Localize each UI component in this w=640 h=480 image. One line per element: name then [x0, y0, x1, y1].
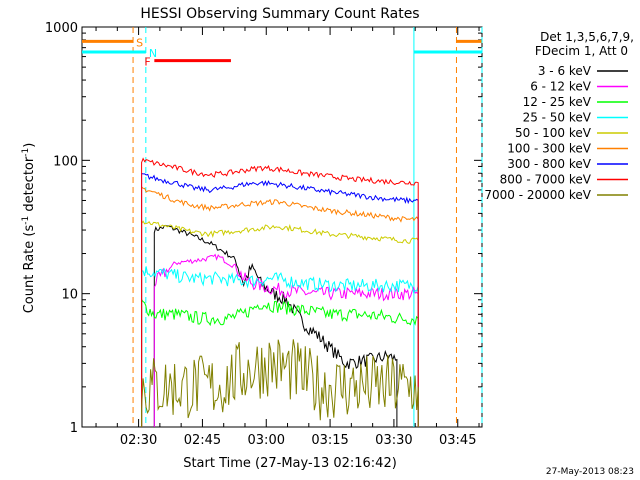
- series-line: [141, 297, 419, 427]
- y-tick-label: 1: [70, 421, 78, 436]
- series-line: [141, 185, 419, 427]
- legend-label: 7000 - 20000 keV: [484, 188, 591, 202]
- series-line: [153, 253, 419, 427]
- legend-label: 800 - 7000 keV: [500, 173, 592, 187]
- x-tick-label: 02:45: [184, 433, 221, 448]
- chart-title: HESSI Observing Summary Count Rates: [140, 6, 419, 22]
- series-line: [141, 172, 419, 427]
- legend-label: 100 - 300 keV: [507, 142, 591, 156]
- x-tick-label: 03:30: [375, 433, 412, 448]
- legend-label: 3 - 6 keV: [538, 64, 592, 78]
- x-axis-label: Start Time (27-May-13 02:16:42): [183, 456, 397, 471]
- y-tick-label: 1000: [45, 21, 78, 36]
- series-line: [141, 339, 419, 427]
- series-line: [141, 266, 419, 427]
- flag-label: F: [144, 56, 150, 69]
- series-line: [141, 157, 419, 427]
- flag-label: S: [136, 36, 143, 49]
- legend-label: 6 - 12 keV: [530, 80, 592, 94]
- plot-area: 02:30 02:45 03:00 03:15 03:30 03:45 1 10 100 1000…: [45, 21, 483, 448]
- legend-label: 25 - 50 keV: [523, 111, 592, 125]
- y-tick-label: 10: [61, 288, 78, 303]
- legend-header-1: Det 1,3,5,6,7,9,: [540, 30, 634, 44]
- timestamp: 27-May-2013 08:23: [546, 467, 634, 477]
- series-line: [153, 224, 398, 427]
- series-line: [141, 220, 419, 427]
- x-tick-label: 03:15: [311, 433, 348, 448]
- x-tick-label: 03:00: [248, 433, 285, 448]
- flag-label: N: [149, 47, 157, 60]
- legend-label: 50 - 100 keV: [515, 126, 592, 140]
- legend-header-2: FDecim 1, Att 0: [535, 44, 628, 58]
- y-tick-label: 100: [53, 154, 78, 169]
- x-tick-label: 03:45: [439, 433, 476, 448]
- y-axis-label: Count Rate (s-1 detector-1): [21, 143, 37, 314]
- x-tick-label: 02:30: [120, 433, 157, 448]
- legend-label: 300 - 800 keV: [507, 157, 591, 171]
- legend-label: 12 - 25 keV: [523, 95, 592, 109]
